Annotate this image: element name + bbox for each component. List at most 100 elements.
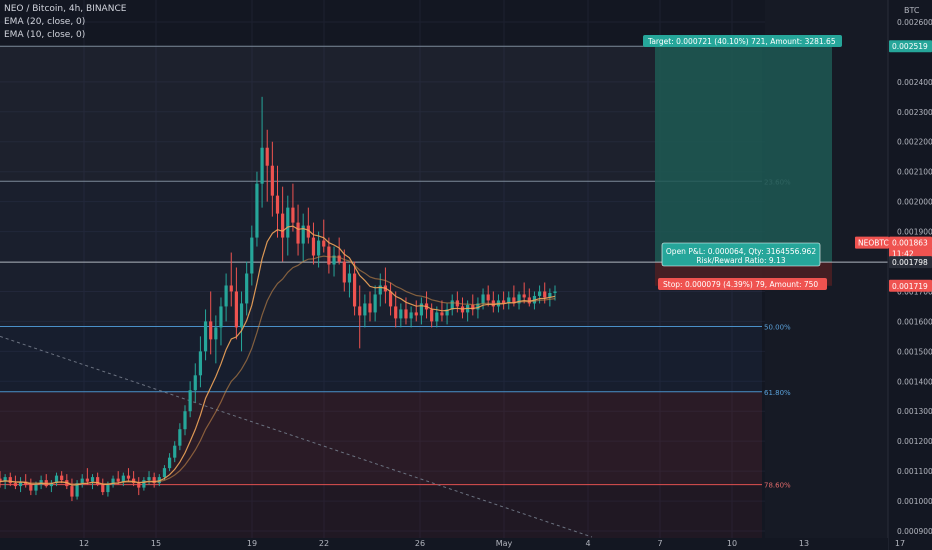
candle-70 [358,285,362,349]
candle-41 [209,291,213,355]
candle-body-107 [548,292,552,298]
candle-body-26 [132,478,136,484]
price-axis: BTC 0.002600 0.002400 0.002300 0.002200 0.002… [887,0,932,550]
candle-35 [178,423,182,451]
price-tick-14: 0.001000 [897,497,932,506]
candle-body-74 [378,285,382,295]
candle-body-61 [311,237,316,256]
candle-body-20 [101,484,105,493]
candle-44 [224,273,228,322]
candle-80 [409,306,413,328]
candle-body-80 [409,312,413,319]
candle-body-86 [440,312,444,316]
candle-body-16 [80,478,84,484]
candle-body-51 [260,147,264,184]
candle-25 [126,468,131,482]
candle-body-73 [373,294,377,313]
candle-body-55 [281,213,285,238]
candle-87 [445,303,449,325]
candle-body-44 [224,285,228,307]
fib-zone-2 [0,326,762,392]
candle-body-31 [157,477,161,484]
candle-body-77 [394,306,398,319]
candle-body-10 [49,483,53,487]
candle-body-38 [193,375,197,391]
candle-4 [18,477,23,493]
candle-body-95 [486,294,490,301]
candle-62 [317,231,321,268]
candle-body-45 [229,285,233,292]
candle-body-14 [70,486,74,497]
pnl-label-text: Open P&L: 0.000064, Qty: 3164556.962 [666,247,816,256]
target-label: Target: 0.000721 (40.10%) 721, Amount: 3… [643,35,842,47]
candle-32 [162,465,167,481]
candle-39 [198,336,203,388]
candle-99 [507,291,511,310]
candle-67 [342,249,346,292]
candle-body-32 [162,468,167,478]
candle-52 [265,129,269,202]
candle-31 [157,474,161,487]
candle-63 [322,219,326,253]
symbol-badge: NEOBTC [855,236,889,249]
candle-42 [214,315,218,364]
candle-body-27 [137,483,141,488]
candle-47 [239,291,244,352]
candle-body-72 [368,303,372,313]
candle-40 [203,309,208,361]
candle-body-94 [481,294,485,304]
fib-zone-0 [0,46,762,182]
candle-38 [193,363,197,403]
candle-71 [363,294,367,328]
trendline [0,335,593,538]
target-zone [655,46,832,263]
candle-37 [188,381,192,418]
candle-54 [275,165,280,238]
candle-76 [388,282,393,316]
symbol-title: NEO / Bitcoin, 4h, BINANCE [4,4,127,14]
candle-body-15 [75,483,79,497]
candle-98 [502,291,506,310]
fib-zones [0,46,762,540]
pnl-label: Open P&L: 0.000064, Qty: 3164556.962Risk… [661,242,821,267]
entry-price-badge: 0.001798 [889,256,932,269]
candle-46 [234,267,238,340]
candle-body-21 [106,484,110,493]
candle-69 [352,261,357,316]
date-tick-3: 22 [319,539,329,548]
candle-body-79 [404,309,408,319]
candle-body-102 [522,294,526,298]
candle-body-23 [116,478,120,482]
candle-78 [399,303,403,328]
candle-55 [281,186,285,262]
price-tick-12: 0.001200 [897,437,932,446]
candle-body-57 [291,207,295,223]
candle-58 [296,204,300,256]
candle-body-105 [537,291,542,296]
fib-zone-3 [0,391,762,485]
candle-50 [255,171,259,247]
fib-zone-1 [0,181,762,327]
horizontal-grid [0,21,888,532]
candle-body-33 [167,457,172,469]
candle-72 [368,291,372,322]
price-tick-3: 0.002200 [897,138,932,147]
last-price-badge: 0.001863 [889,236,932,249]
candle-27 [137,477,141,496]
candle-body-41 [209,321,213,340]
ema10-legend[interactable]: EMA (10, close, 0) [4,30,86,40]
date-axis: 1215192226May47101317202427 [0,538,905,550]
candle-56 [286,195,290,256]
ratio-label-text: Risk/Reward Ratio: 9.13 [696,256,785,265]
symbol-badge-bg [855,236,889,249]
date-tick-8: 10 [727,539,737,548]
ema20-legend[interactable]: EMA (20, close, 0) [4,17,86,27]
fib-label-2: 61.80% [764,389,791,397]
last-price-badge-bg [889,236,932,249]
fib-zone-4 [0,484,762,540]
candle-94 [481,288,485,310]
candle-body-11 [54,475,59,484]
candle-60 [306,207,310,244]
